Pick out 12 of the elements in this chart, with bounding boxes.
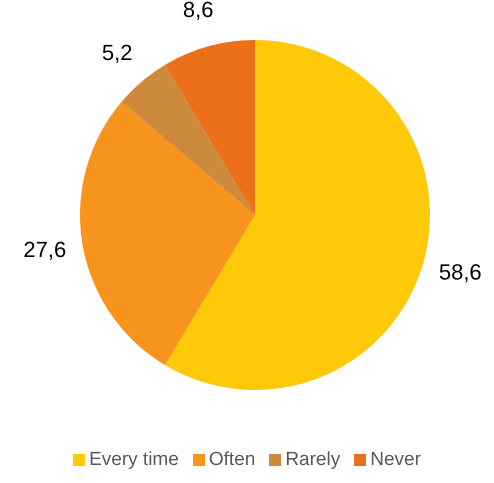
data-label: 8,6 — [182, 0, 214, 22]
pie-slice — [164, 40, 255, 215]
data-label: 58,6 — [438, 259, 482, 284]
pie-slice — [164, 40, 430, 390]
data-label: 5,2 — [102, 40, 132, 66]
legend-label: Every time — [88, 449, 179, 471]
legend-label: Often — [208, 449, 256, 471]
legend-label: Rarely — [284, 449, 340, 471]
data-label: 27,6 — [23, 237, 66, 262]
legend-label: Never — [369, 449, 421, 471]
pie-slice — [80, 102, 255, 366]
pie-slice — [122, 64, 255, 215]
